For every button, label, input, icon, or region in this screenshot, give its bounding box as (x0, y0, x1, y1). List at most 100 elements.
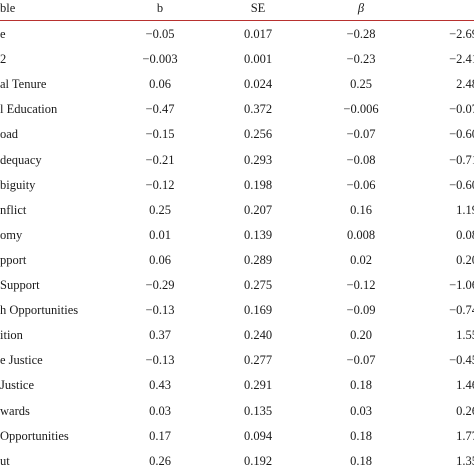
row-se: 0.135 (243, 403, 273, 418)
row-t: −0.60 (449, 127, 474, 142)
row-beta: 0.008 (346, 227, 376, 242)
row-t: −0.74 (449, 303, 474, 318)
row-beta: −0.06 (346, 177, 376, 192)
row-b: −0.12 (145, 177, 175, 192)
table-row: oad −0.15 0.256 −0.07 −0.60 (0, 122, 474, 146)
row-variable: 2 (0, 52, 7, 67)
row-se: 0.207 (243, 202, 273, 217)
row-b: 0.01 (149, 227, 171, 242)
row-beta: −0.09 (346, 303, 376, 318)
row-se: 0.293 (243, 152, 273, 167)
row-t: 2.48 (456, 77, 474, 92)
row-b: −0.003 (142, 52, 178, 67)
table-row: ition 0.37 0.240 0.20 1.55 (0, 323, 474, 347)
row-variable: e (0, 27, 6, 41)
row-b: 0.37 (149, 328, 171, 343)
row-b: −0.13 (145, 353, 175, 368)
row-beta: −0.08 (346, 152, 376, 167)
row-t: −0.07 (449, 102, 474, 117)
row-se: 0.094 (243, 428, 273, 443)
header-variable: ble (0, 1, 16, 15)
row-t: −0.71 (449, 152, 474, 167)
table-row: al Tenure 0.06 0.024 0.25 2.48 (0, 72, 474, 96)
row-variable: e Justice (0, 353, 43, 368)
table-row: wards 0.03 0.135 0.03 0.26 (0, 399, 474, 423)
row-b: −0.05 (145, 27, 175, 41)
table-row: dequacy −0.21 0.293 −0.08 −0.71 (0, 148, 474, 172)
row-beta: 0.16 (350, 202, 372, 217)
row-beta: −0.28 (346, 27, 376, 41)
row-variable: nflict (0, 202, 27, 217)
row-b: 0.25 (149, 202, 171, 217)
row-beta: 0.18 (350, 428, 372, 443)
row-se: 0.275 (243, 278, 273, 292)
table-row: ut 0.26 0.192 0.18 1.35 (0, 449, 474, 473)
table-row: e Justice −0.13 0.277 −0.07 −0.45 (0, 348, 474, 372)
row-se: 0.240 (243, 328, 273, 343)
row-t: −0.45 (449, 353, 474, 368)
row-b: 0.06 (149, 77, 171, 92)
row-variable: al Tenure (0, 77, 47, 92)
header-se: SE (250, 1, 266, 15)
row-t: 1.77 (456, 428, 474, 443)
header-rule (0, 20, 474, 21)
row-se: 0.198 (243, 177, 273, 192)
header-t: t (418, 0, 474, 20)
row-variable: omy (0, 227, 23, 242)
row-b: 0.26 (149, 453, 171, 468)
table-row: omy 0.01 0.139 0.008 0.08 (0, 223, 474, 247)
row-t: −1.06 (449, 278, 474, 292)
table-row: biguity −0.12 0.198 −0.06 −0.60 (0, 173, 474, 197)
row-t: 0.08 (456, 227, 474, 242)
table-row: Support −0.29 0.275 −0.12 −1.06 (0, 273, 474, 297)
row-beta: 0.20 (350, 328, 372, 343)
row-se: 0.289 (243, 252, 273, 267)
row-b: −0.21 (145, 152, 175, 167)
row-beta: −0.006 (343, 102, 379, 117)
row-t: −2.41 (449, 52, 474, 67)
row-t: 1.35 (456, 453, 474, 468)
table-row: 2 −0.003 0.001 −0.23 −2.41 (0, 47, 474, 71)
row-t: −2.69 (449, 27, 474, 41)
row-b: −0.15 (145, 127, 175, 142)
table-row: nflict 0.25 0.207 0.16 1.19 (0, 198, 474, 222)
row-t: 0.20 (456, 252, 474, 267)
row-b: −0.29 (145, 278, 175, 292)
row-b: 0.06 (149, 252, 171, 267)
row-beta: 0.03 (350, 403, 372, 418)
row-beta: −0.12 (346, 278, 376, 292)
row-t: 1.55 (456, 328, 474, 343)
row-variable: Opportunities (0, 428, 69, 443)
row-variable: wards (0, 403, 30, 418)
table-row: Justice 0.43 0.291 0.18 1.46 (0, 373, 474, 397)
row-se: 0.291 (243, 378, 273, 393)
row-b: 0.17 (149, 428, 171, 443)
row-beta: −0.07 (346, 353, 376, 368)
row-se: 0.001 (243, 52, 273, 67)
header-b: b (156, 1, 164, 15)
row-se: 0.372 (243, 102, 273, 117)
row-t: 0.26 (456, 403, 474, 418)
row-variable: biguity (0, 177, 36, 192)
row-beta: −0.07 (346, 127, 376, 142)
row-t: 1.19 (456, 202, 474, 217)
row-variable: oad (0, 127, 19, 142)
row-se: 0.139 (243, 227, 273, 242)
row-beta: 0.18 (350, 453, 372, 468)
row-se: 0.017 (243, 27, 273, 41)
row-variable: l Education (0, 102, 58, 117)
row-variable: ut (0, 453, 10, 468)
row-variable: h Opportunities (0, 303, 79, 318)
row-beta: −0.23 (346, 52, 376, 67)
header-beta: β (357, 1, 365, 15)
row-t: 1.46 (456, 378, 474, 393)
row-beta: 0.25 (350, 77, 372, 92)
table-row: h Opportunities −0.13 0.169 −0.09 −0.74 (0, 298, 474, 322)
row-se: 0.256 (243, 127, 273, 142)
row-se: 0.192 (243, 453, 273, 468)
row-b: −0.13 (145, 303, 175, 318)
row-b: −0.47 (145, 102, 175, 117)
table-header-row: ble b SE β t (0, 0, 474, 20)
row-beta: 0.02 (350, 252, 372, 267)
